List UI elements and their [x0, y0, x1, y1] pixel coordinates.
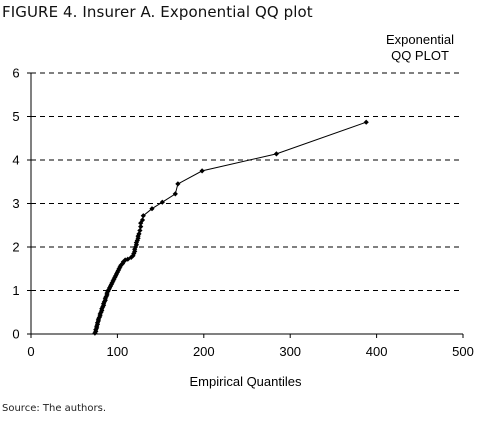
x-tick-label: 200 [193, 344, 215, 359]
data-series [92, 119, 369, 336]
data-point [94, 320, 101, 326]
figure-title: FIGURE 4. Insurer A. Exponential QQ plot [2, 3, 313, 21]
x-tick-label: 500 [452, 344, 474, 359]
data-point [104, 290, 110, 296]
x-tick-label: 300 [279, 344, 301, 359]
chart-title: Exponential QQ PLOT [368, 32, 472, 64]
data-point [149, 206, 155, 212]
x-tick-label: 100 [107, 344, 129, 359]
data-point [159, 199, 165, 205]
data-point [199, 168, 205, 174]
data-point [105, 288, 111, 294]
grid-lines [31, 72, 463, 291]
data-point [107, 285, 113, 291]
y-tick-label: 1 [12, 283, 19, 298]
x-axis-label: Empirical Quantiles [189, 374, 302, 389]
data-point [130, 253, 136, 259]
chart-title-line-2: QQ PLOT [391, 48, 449, 63]
data-point [273, 151, 279, 157]
y-tick-labels: 0 1 2 3 4 5 6 [12, 66, 19, 342]
x-tick-label: 0 [27, 344, 34, 359]
y-tick-label: 3 [12, 196, 19, 211]
data-point [363, 119, 369, 125]
data-point [140, 213, 146, 219]
source-note: Source: The authors. [2, 403, 107, 414]
data-point [94, 323, 100, 329]
data-point [109, 280, 115, 286]
data-point [138, 224, 144, 230]
y-tick-label: 5 [12, 109, 19, 124]
x-tick-label: 400 [366, 344, 388, 359]
data-point [125, 256, 131, 262]
data-point [139, 217, 146, 223]
y-tick-label: 2 [12, 240, 19, 255]
data-point [92, 330, 98, 336]
y-tick-label: 4 [12, 153, 19, 168]
x-tick-labels: 0 100 200 300 400 500 [27, 344, 473, 359]
data-point [122, 257, 128, 263]
y-tick-label: 6 [12, 66, 19, 81]
data-point [114, 269, 120, 275]
data-point [137, 227, 143, 234]
data-point [111, 276, 117, 282]
axes [27, 72, 464, 338]
data-point [116, 266, 122, 272]
data-point [95, 316, 101, 322]
data-point [175, 181, 181, 187]
data-point [172, 191, 178, 197]
series-line [94, 121, 367, 334]
y-tick-label: 0 [12, 327, 19, 342]
chart-title-line-1: Exponential [386, 32, 454, 47]
